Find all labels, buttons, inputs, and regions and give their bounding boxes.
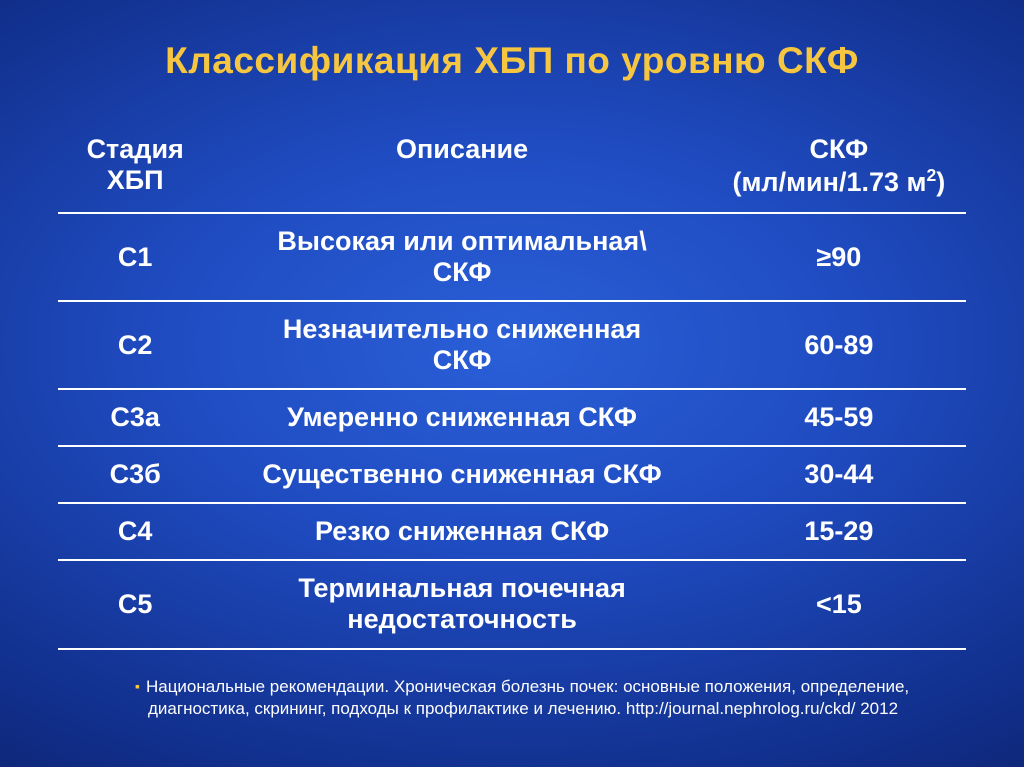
cell-desc: Существенно сниженная СКФ xyxy=(212,446,711,503)
cell-skf: 30-44 xyxy=(712,446,966,503)
cell-stage: С5 xyxy=(58,560,212,648)
header-stage-l2: ХБП xyxy=(64,165,206,196)
header-stage: Стадия ХБП xyxy=(58,124,212,213)
cell-skf: ≥90 xyxy=(712,213,966,301)
header-skf-l2-a: (мл/мин/1.73 м xyxy=(732,167,926,197)
cell-desc: Терминальная почечная недостаточность xyxy=(212,560,711,648)
cell-desc: Незначительно сниженная СКФ xyxy=(212,301,711,389)
cell-desc: Умеренно сниженная СКФ xyxy=(212,389,711,446)
slide: Классификация ХБП по уровню СКФ Стадия Х… xyxy=(0,0,1024,767)
header-description: Описание xyxy=(212,124,711,213)
table-row: С3а Умеренно сниженная СКФ 45-59 xyxy=(58,389,966,446)
cell-desc-l1: Терминальная почечная xyxy=(298,573,625,603)
header-skf-sup: 2 xyxy=(927,165,937,185)
table-header-row: Стадия ХБП Описание СКФ (мл/мин/1.73 м2) xyxy=(58,124,966,213)
cell-skf: 45-59 xyxy=(712,389,966,446)
cell-desc: Резко сниженная СКФ xyxy=(212,503,711,560)
cell-skf: 15-29 xyxy=(712,503,966,560)
table-row: С5 Терминальная почечная недостаточность… xyxy=(58,560,966,648)
cell-desc-l2: СКФ xyxy=(433,257,492,287)
cell-stage: С4 xyxy=(58,503,212,560)
footnote: Национальные рекомендации. Хроническая б… xyxy=(58,676,966,722)
table-row: С3б Существенно сниженная СКФ 30-44 xyxy=(58,446,966,503)
header-skf-l1: СКФ xyxy=(810,134,869,164)
table-row: С2 Незначительно сниженная СКФ 60-89 xyxy=(58,301,966,389)
table-row: С1 Высокая или оптимальная\ СКФ ≥90 xyxy=(58,213,966,301)
cell-skf: 60-89 xyxy=(712,301,966,389)
table-row: С4 Резко сниженная СКФ 15-29 xyxy=(58,503,966,560)
cell-stage: С3а xyxy=(58,389,212,446)
cell-stage: С1 xyxy=(58,213,212,301)
cell-desc-l2: недостаточность xyxy=(347,604,577,634)
cell-desc-l2: СКФ xyxy=(433,345,492,375)
classification-table: Стадия ХБП Описание СКФ (мл/мин/1.73 м2)… xyxy=(58,124,966,650)
header-stage-l1: Стадия xyxy=(87,134,184,164)
cell-stage: С3б xyxy=(58,446,212,503)
cell-desc-l1: Высокая или оптимальная\ xyxy=(277,226,646,256)
cell-skf: <15 xyxy=(712,560,966,648)
cell-desc-l1: Незначительно сниженная xyxy=(283,314,641,344)
slide-title: Классификация ХБП по уровню СКФ xyxy=(58,40,966,82)
header-skf-l2: (мл/мин/1.73 м2) xyxy=(718,165,960,198)
cell-stage: С2 xyxy=(58,301,212,389)
header-skf: СКФ (мл/мин/1.73 м2) xyxy=(712,124,966,213)
header-skf-l2-b: ) xyxy=(936,167,945,197)
cell-desc: Высокая или оптимальная\ СКФ xyxy=(212,213,711,301)
